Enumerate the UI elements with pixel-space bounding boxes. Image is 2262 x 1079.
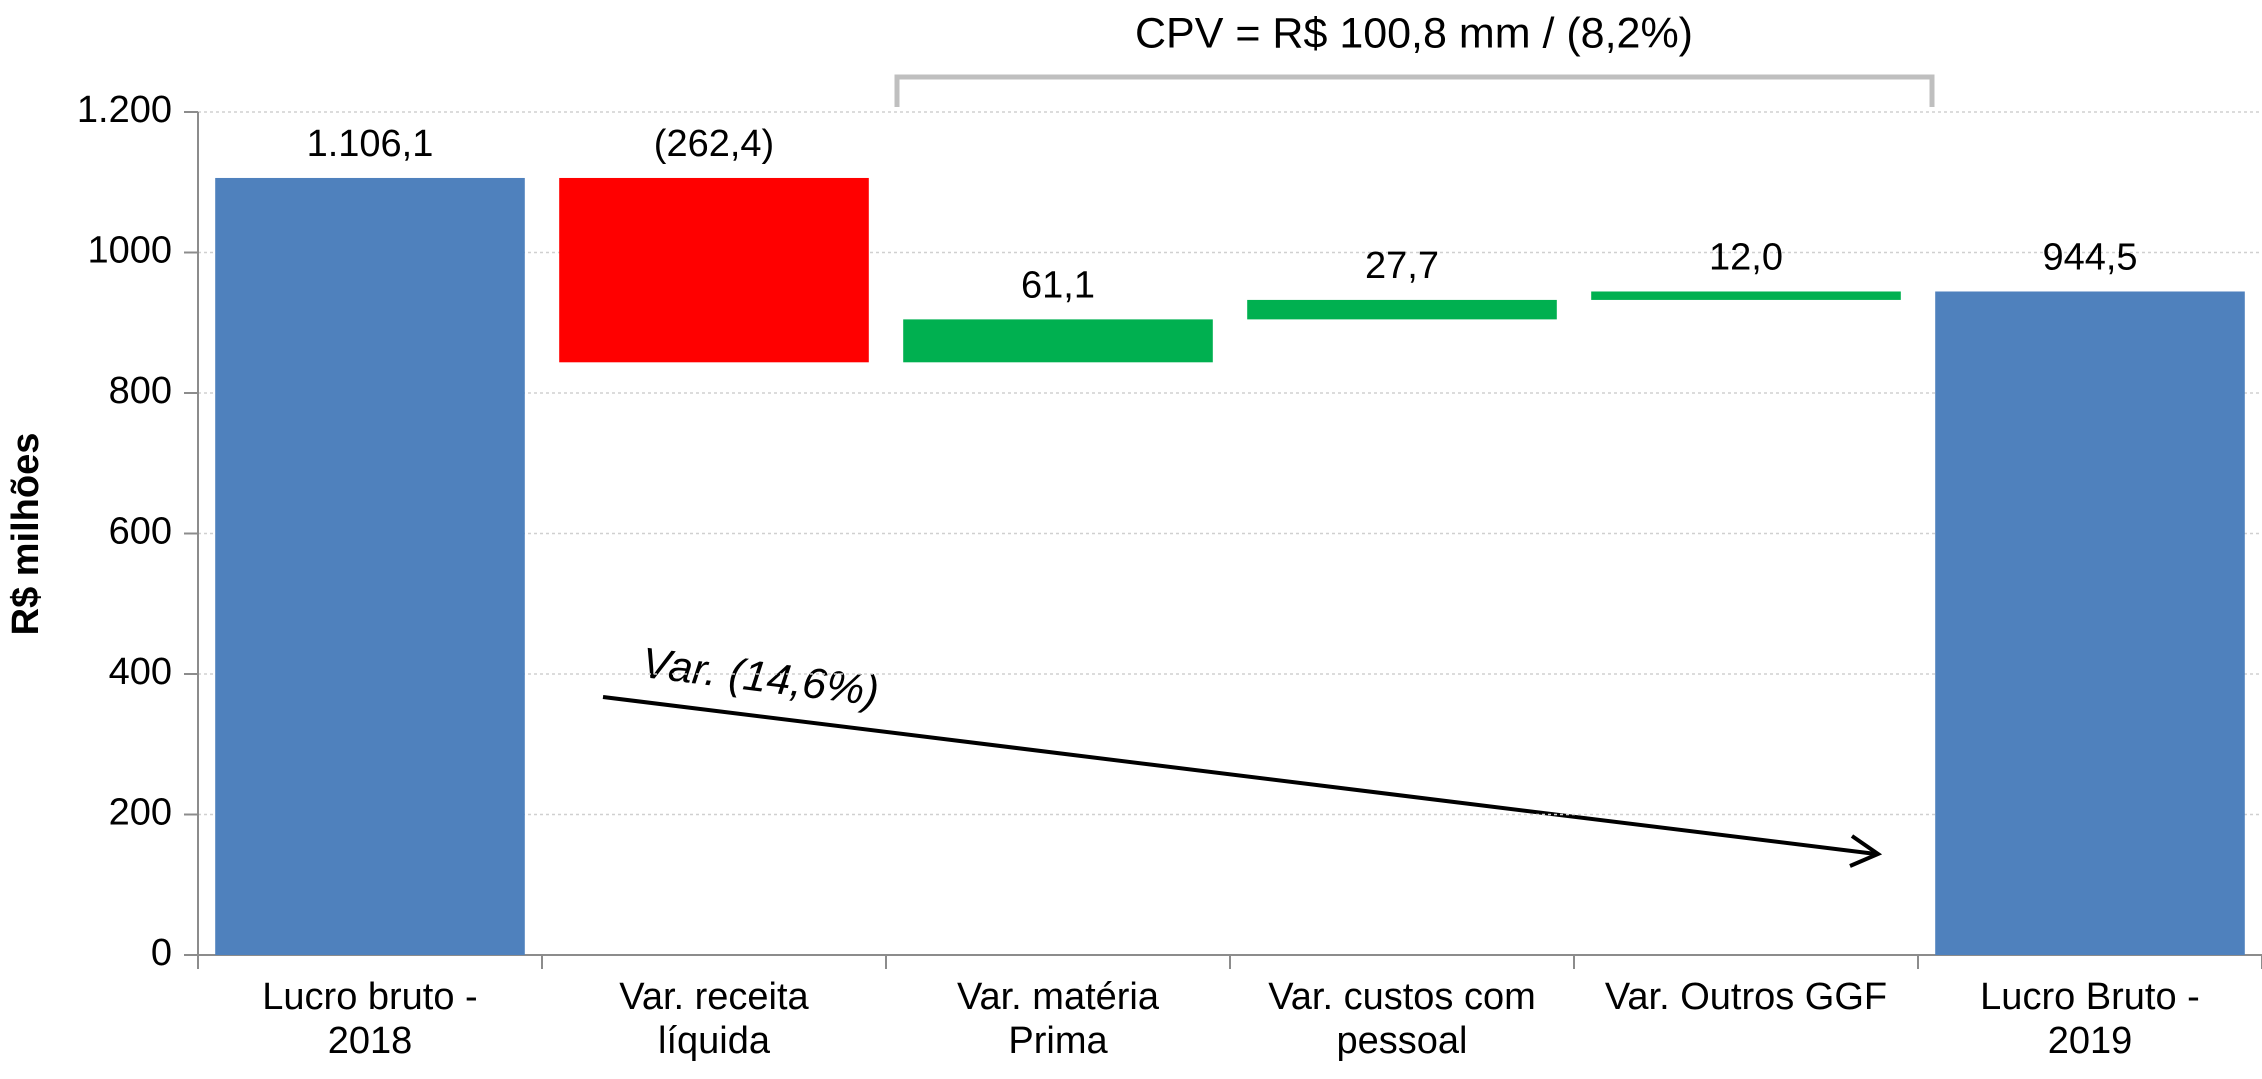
y-tick-label: 800 [109,370,172,412]
x-tick-label: Var. custos com pessoal [1268,976,1536,1062]
bracket-label: CPV = R$ 100,8 mm / (8,2%) [1135,9,1693,57]
value-label: 27,7 [1365,245,1439,287]
value-label: (262,4) [654,123,774,165]
bar [903,319,1213,363]
y-tick-label: 200 [109,792,172,834]
x-tick-label: Lucro bruto - 2018 [262,976,478,1062]
x-tick-label: Var. receita líquida [619,976,809,1062]
y-tick-label: 600 [109,511,172,553]
arrow-head [1849,834,1883,868]
value-label: 12,0 [1709,237,1783,279]
y-tick-label: 1.200 [77,89,172,131]
bar [215,177,525,956]
x-tick-label: Var. matéria Prima [956,976,1160,1062]
bar [1247,299,1557,320]
y-axis-label: R$ milhões [5,433,47,636]
bar [559,177,869,363]
y-tick-label: 400 [109,651,172,693]
bar [1591,291,1901,300]
x-tick-label: Var. Outros GGF [1604,976,1888,1018]
value-label: 1.106,1 [307,123,434,165]
value-label: 944,5 [2042,237,2137,279]
y-tick-label: 0 [151,932,172,974]
arrow [602,695,1877,856]
value-label: 61,1 [1021,264,1095,306]
bracket [894,74,1935,107]
bar [1935,291,2245,955]
y-tick-label: 1000 [87,230,172,272]
x-tick-label: Lucro Bruto - 2019 [1980,976,2200,1062]
